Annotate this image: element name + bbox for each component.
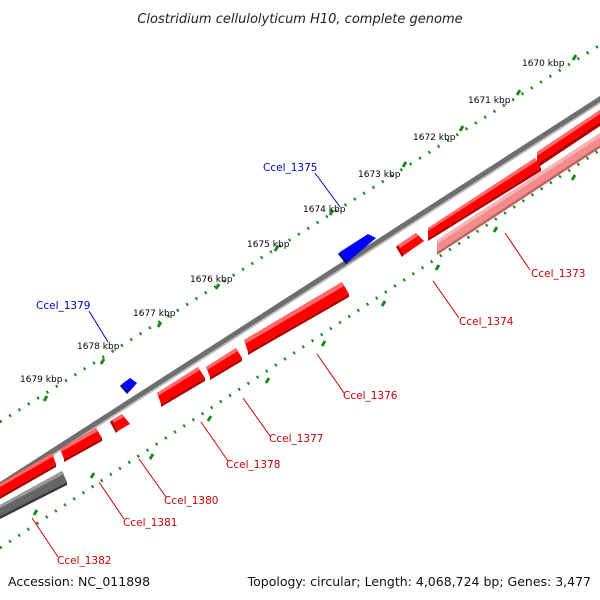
gene-ccel-1377[interactable] bbox=[206, 348, 242, 380]
kbp-label: 1671 kbp bbox=[468, 96, 511, 106]
kbp-label: 1676 kbp bbox=[190, 275, 233, 285]
gene-ccel-1376[interactable] bbox=[244, 282, 349, 355]
gene-ccel-1381[interactable] bbox=[60, 428, 102, 462]
gene-ccel-1374-long[interactable] bbox=[428, 158, 541, 241]
gene-label-ccel-1380[interactable]: Ccel_1380 bbox=[164, 495, 218, 507]
accession-text: Accession: NC_011898 bbox=[8, 574, 150, 589]
gene-ccel-1375[interactable] bbox=[338, 234, 376, 264]
kbp-label: 1679 kbp bbox=[20, 375, 63, 385]
kbp-label: 1672 kbp bbox=[413, 133, 456, 143]
gene-label-ccel-1374[interactable]: Ccel_1374 bbox=[459, 316, 514, 328]
kbp-label: 1678 kbp bbox=[77, 342, 120, 352]
genome-backbone bbox=[0, 96, 600, 490]
gene-label-ccel-1375[interactable]: Ccel_1375 bbox=[263, 162, 317, 174]
gene-label-ccel-1377[interactable]: Ccel_1377 bbox=[269, 433, 323, 445]
gene-label-ccel-1378[interactable]: Ccel_1378 bbox=[226, 459, 280, 471]
map-title: Clostridium cellulolyticum H10, complete… bbox=[137, 12, 462, 27]
gene-label-ccel-1381[interactable]: Ccel_1381 bbox=[123, 517, 177, 529]
gene-ccel-1382[interactable] bbox=[0, 471, 67, 519]
gene-forward-top-right[interactable] bbox=[537, 110, 600, 168]
reverse-genes bbox=[120, 234, 376, 394]
upper-major-ticks bbox=[42, 54, 578, 402]
gene-ccel-1380[interactable] bbox=[110, 414, 130, 433]
kbp-label: 1673 kbp bbox=[358, 170, 401, 180]
kbp-labels: 1670 kbp 1671 kbp 1672 kbp 1673 kbp 1674… bbox=[20, 59, 565, 385]
label-leaders bbox=[31, 172, 531, 558]
kbp-label: 1674 kbp bbox=[303, 205, 346, 215]
gene-ccel-1373[interactable] bbox=[437, 133, 600, 255]
forward-genes bbox=[0, 110, 600, 519]
gene-label-ccel-1373[interactable]: Ccel_1373 bbox=[531, 268, 585, 280]
gene-label-ccel-1376[interactable]: Ccel_1376 bbox=[343, 390, 398, 402]
gene-labels: Ccel_1375 Ccel_1379 Ccel_1373 Ccel_1374 … bbox=[36, 162, 585, 567]
gene-ccel-1374[interactable] bbox=[396, 233, 424, 257]
gene-ccel-1379[interactable] bbox=[120, 378, 137, 394]
kbp-label: 1675 kbp bbox=[247, 240, 290, 250]
kbp-label: 1677 kbp bbox=[133, 309, 176, 319]
lower-major-ticks bbox=[32, 174, 577, 516]
gene-label-ccel-1382[interactable]: Ccel_1382 bbox=[57, 555, 111, 567]
summary-text: Topology: circular; Length: 4,068,724 bp… bbox=[247, 574, 591, 589]
gene-ccel-1378[interactable] bbox=[157, 367, 205, 407]
kbp-label: 1670 kbp bbox=[522, 59, 565, 69]
gene-forward-left-edge[interactable] bbox=[0, 453, 56, 499]
gene-label-ccel-1379[interactable]: Ccel_1379 bbox=[36, 300, 90, 312]
